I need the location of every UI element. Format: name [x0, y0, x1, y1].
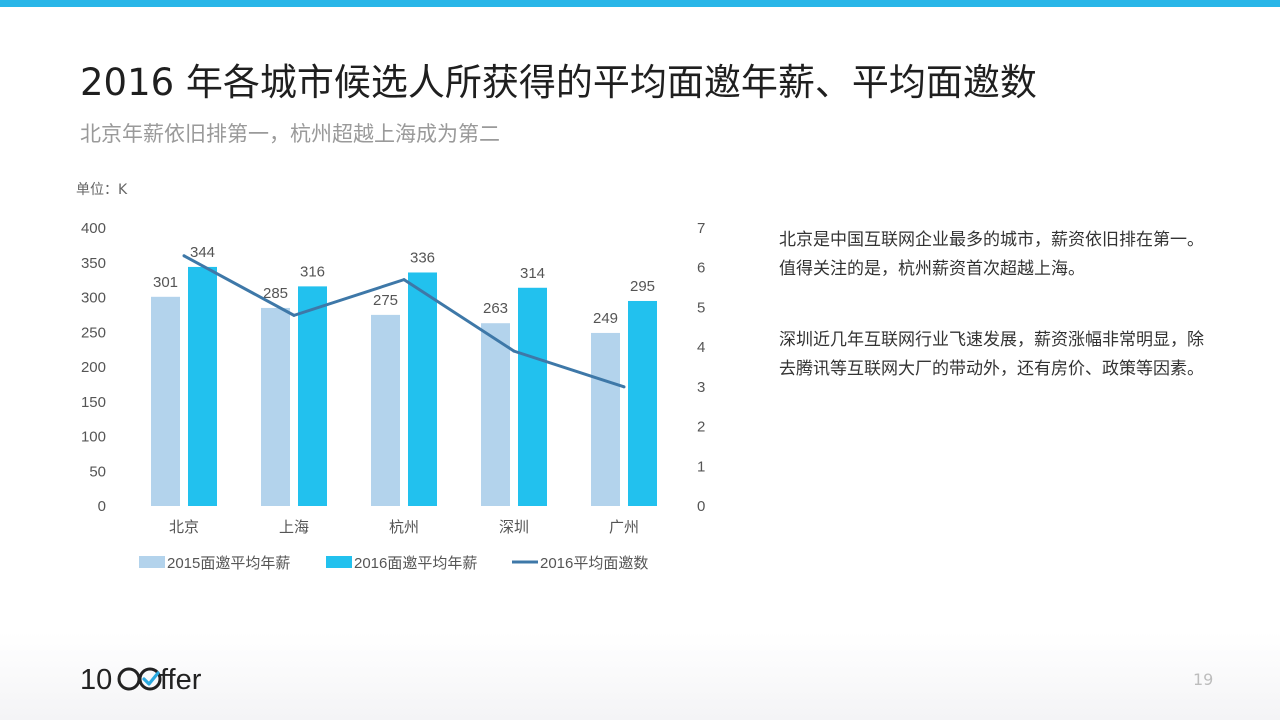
data-label-2016: 314: [520, 265, 545, 282]
x-category-label: 上海: [279, 519, 309, 536]
bar-2015: [261, 307, 290, 506]
unit-label: 单位：K: [76, 182, 128, 198]
top-accent-bar: [0, 0, 1280, 7]
bar-2015: [591, 332, 620, 506]
bar-2015: [371, 314, 400, 506]
data-label-2016: 295: [630, 278, 655, 295]
bar-2016: [298, 286, 327, 506]
y-left-tick-label: 200: [81, 359, 106, 376]
footer-band: [0, 632, 1280, 720]
legend-label-2016: 2016面邀平均年薪: [354, 555, 477, 572]
bar-2016: [188, 266, 217, 506]
page-number: 19: [1193, 670, 1214, 689]
logo-check-o: [138, 667, 162, 691]
legend-swatch-2016: [326, 556, 352, 568]
y-left-tick-label: 100: [81, 429, 106, 446]
logo-ring-o: [117, 667, 141, 691]
line-point: [292, 313, 296, 317]
description-text-1: 北京是中国互联网企业最多的城市，薪资依旧排在第一。值得关注的是，杭州薪资首次超越…: [779, 230, 1204, 279]
y-right-tick-label: 4: [697, 339, 705, 356]
y-right-tick-label: 6: [697, 260, 705, 277]
data-label-2015: 275: [373, 292, 398, 309]
page-subtitle: 北京年薪依旧排第一，杭州超越上海成为第二: [80, 122, 500, 146]
logo-text-left: 10: [80, 664, 112, 695]
data-label-2015: 249: [593, 310, 618, 327]
bar-2016: [628, 300, 657, 506]
data-label-2015: 263: [483, 300, 508, 317]
data-label-2016: 336: [410, 249, 435, 266]
y-left-tick-label: 250: [81, 324, 106, 341]
y-right-tick-label: 1: [697, 458, 705, 475]
data-label-2016: 316: [300, 263, 325, 280]
y-left-tick-label: 0: [98, 498, 106, 515]
y-left-tick-label: 150: [81, 394, 106, 411]
description-text-2: 深圳近几年互联网行业飞速发展，薪资涨幅非常明显，除去腾讯等互联网大厂的带动外，还…: [779, 330, 1204, 379]
x-category-label: 广州: [609, 519, 639, 536]
y-left-tick-label: 400: [81, 220, 106, 237]
line-point: [402, 278, 406, 282]
description-paragraph-1: 北京是中国互联网企业最多的城市，薪资依旧排在第一。值得关注的是，杭州薪资首次超越…: [779, 226, 1219, 284]
y-right-tick-label: 5: [697, 299, 705, 316]
line-2016-interviews: [183, 254, 625, 389]
bar-2015: [151, 296, 180, 506]
y-right-tick-label: 0: [697, 498, 705, 515]
legend-label-line: 2016平均面邀数: [540, 555, 648, 572]
line-point: [512, 349, 516, 353]
y-left-tick-label: 350: [81, 255, 106, 272]
page-title: 2016 年各城市候选人所获得的平均面邀年薪、平均面邀数: [80, 61, 1037, 104]
y-left-tick-label: 300: [81, 290, 106, 307]
legend-swatch-2015: [139, 556, 165, 568]
check-icon: [142, 671, 160, 686]
line-point: [622, 385, 626, 389]
y-left-tick-label: 50: [89, 463, 106, 480]
bar-2016: [408, 272, 437, 506]
y-right-tick-label: 7: [697, 220, 705, 237]
description-paragraph-2: 深圳近几年互联网行业飞速发展，薪资涨幅非常明显，除去腾讯等互联网大厂的带动外，还…: [779, 326, 1219, 384]
bar-2015: [481, 323, 510, 506]
company-logo: 10 ffer: [80, 664, 202, 695]
logo-text-right: ffer: [160, 664, 202, 695]
line-point: [182, 254, 186, 258]
y-right-tick-label: 3: [697, 379, 705, 396]
data-label-2015: 301: [153, 274, 178, 291]
bar-2016: [518, 287, 547, 506]
x-category-label: 深圳: [499, 519, 529, 536]
data-label-2015: 285: [263, 285, 288, 302]
legend-label-2015: 2015面邀平均年薪: [167, 555, 290, 572]
data-label-2016: 344: [190, 244, 215, 261]
y-right-tick-label: 2: [697, 419, 705, 436]
x-category-label: 北京: [169, 519, 199, 536]
x-category-label: 杭州: [389, 519, 419, 536]
